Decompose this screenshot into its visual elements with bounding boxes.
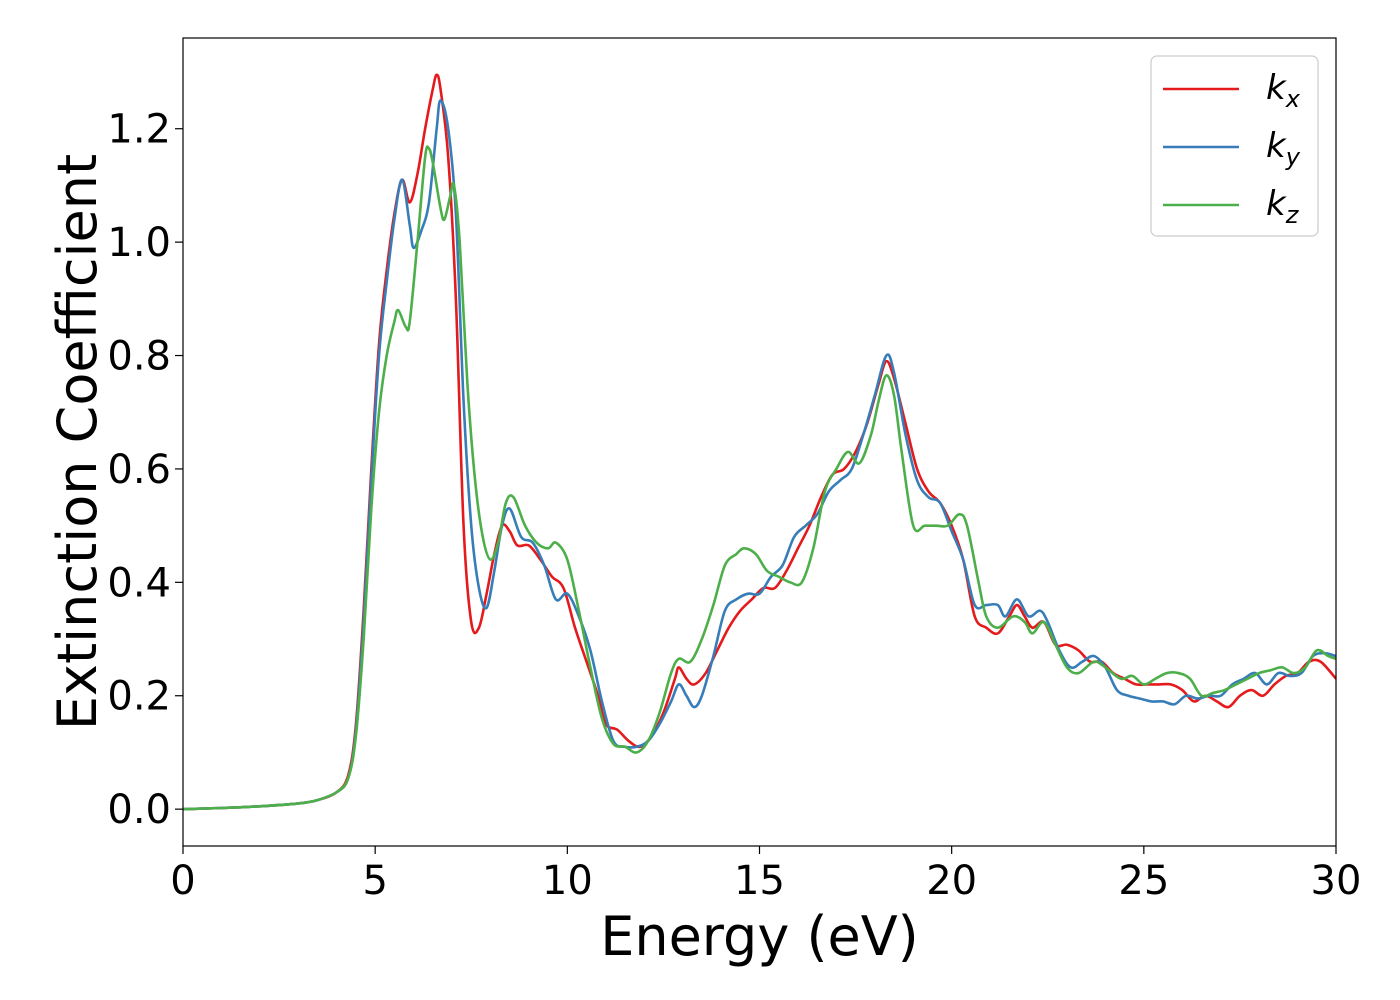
series-line-ky <box>183 99 1336 811</box>
y-tick-label: 0.2 <box>107 674 171 720</box>
legend-label-kx: kx <box>1266 68 1301 113</box>
series-line-kx <box>183 73 1336 811</box>
y-tick-label: 0.6 <box>107 447 171 493</box>
legend-label-subscript: y <box>1285 143 1301 171</box>
x-tick-label: 10 <box>542 858 593 904</box>
x-axis: 0 5 10 15 20 25 30 <box>170 846 1361 904</box>
y-tick-label: 1.0 <box>107 220 171 266</box>
x-tick-label: 25 <box>1118 858 1169 904</box>
x-tick-label: 30 <box>1311 858 1362 904</box>
series-line-kz <box>183 145 1336 811</box>
y-tick-label: 0.8 <box>107 334 171 380</box>
y-tick-label: 1.2 <box>107 107 171 153</box>
legend-label-ky: ky <box>1266 126 1301 171</box>
y-tick-label: 0.0 <box>107 787 171 833</box>
x-tick-label: 20 <box>926 858 977 904</box>
x-tick-label: 5 <box>362 858 387 904</box>
legend-label-main: k <box>1266 68 1287 108</box>
series-layer <box>183 73 1336 811</box>
x-axis-title: Energy (eV) <box>600 905 919 968</box>
legend-label-main: k <box>1266 184 1287 224</box>
y-axis: 0.0 0.2 0.4 0.6 0.8 1.0 1.2 <box>107 107 183 833</box>
x-tick-label: 15 <box>734 858 785 904</box>
y-axis-title: Extinction Coefficient <box>46 154 109 730</box>
legend-label-kz: kz <box>1266 184 1300 229</box>
legend-label-subscript: z <box>1285 201 1300 229</box>
legend-label-main: k <box>1266 126 1287 166</box>
legend-label-subscript: x <box>1285 85 1301 113</box>
x-tick-label: 0 <box>170 858 195 904</box>
y-tick-label: 0.4 <box>107 560 171 606</box>
